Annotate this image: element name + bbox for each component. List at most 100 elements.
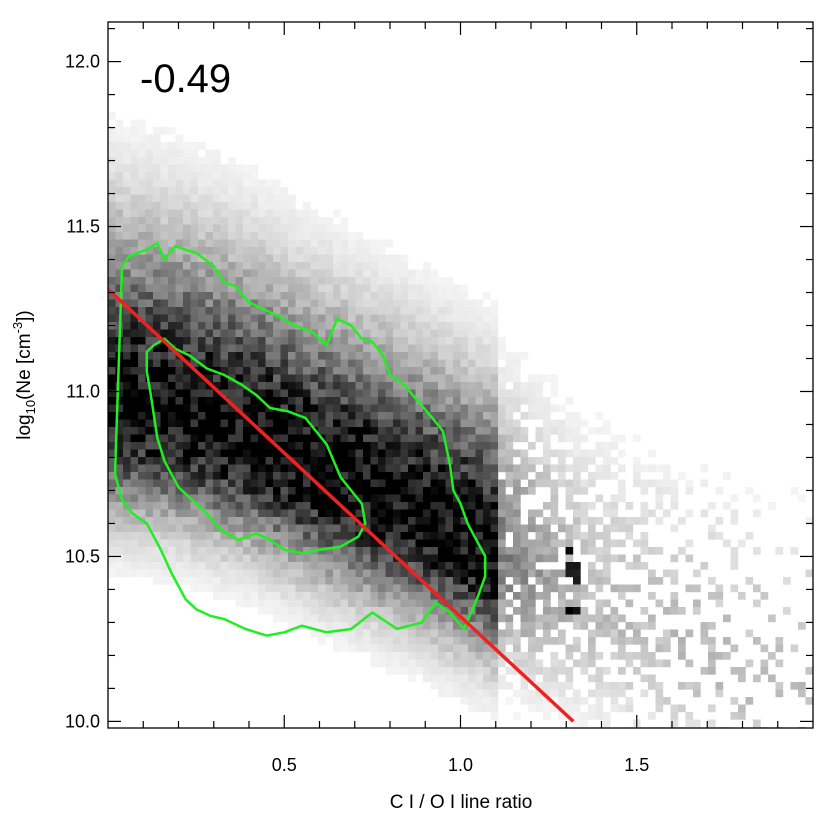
heatmap-cell bbox=[160, 412, 169, 420]
heatmap-cell bbox=[678, 637, 686, 645]
heatmap-cell bbox=[145, 209, 154, 218]
heatmap-cell bbox=[138, 307, 146, 315]
heatmap-cell bbox=[475, 562, 484, 570]
heatmap-cell bbox=[535, 697, 544, 705]
heatmap-cell bbox=[483, 442, 491, 450]
heatmap-cell bbox=[445, 569, 454, 578]
heatmap-cell bbox=[693, 584, 701, 593]
heatmap-cell bbox=[423, 329, 431, 338]
heatmap-cell bbox=[198, 187, 206, 195]
heatmap-cell bbox=[468, 577, 476, 585]
heatmap-cell bbox=[460, 599, 469, 608]
heatmap-cell bbox=[618, 434, 626, 443]
heatmap-cell bbox=[535, 659, 544, 668]
heatmap-cell bbox=[235, 569, 244, 578]
heatmap-cell bbox=[400, 299, 409, 308]
heatmap-cell bbox=[258, 202, 266, 210]
heatmap-cell bbox=[303, 232, 311, 240]
heatmap-cell bbox=[378, 314, 386, 323]
heatmap-cell bbox=[280, 412, 289, 420]
heatmap-cell bbox=[423, 419, 431, 428]
heatmap-cell bbox=[145, 427, 154, 435]
heatmap-cell bbox=[265, 487, 274, 495]
heatmap-cell bbox=[228, 442, 236, 450]
heatmap-cell bbox=[123, 457, 131, 465]
heatmap-cell bbox=[220, 164, 229, 173]
heatmap-cell bbox=[558, 434, 566, 443]
heatmap-cell bbox=[633, 457, 641, 465]
heatmap-cell bbox=[288, 509, 296, 518]
heatmap-cell bbox=[430, 517, 439, 525]
heatmap-cell bbox=[520, 397, 529, 405]
heatmap-cell bbox=[288, 254, 296, 263]
heatmap-cell bbox=[280, 524, 289, 533]
heatmap-cell bbox=[460, 457, 469, 465]
heatmap-cell bbox=[288, 614, 296, 623]
heatmap-cell bbox=[400, 599, 409, 608]
heatmap-cell bbox=[730, 547, 739, 555]
heatmap-cell bbox=[175, 337, 184, 345]
heatmap-cell bbox=[205, 449, 214, 458]
heatmap-cell bbox=[408, 562, 416, 570]
heatmap-cell bbox=[535, 554, 544, 563]
heatmap-cell bbox=[438, 277, 446, 285]
heatmap-cell bbox=[213, 532, 221, 540]
heatmap-cell bbox=[565, 599, 574, 608]
heatmap-cell bbox=[475, 674, 484, 683]
heatmap-cell bbox=[228, 569, 236, 578]
heatmap-cell bbox=[258, 592, 266, 600]
heatmap-cell bbox=[175, 502, 184, 510]
heatmap-cell bbox=[310, 352, 319, 360]
heatmap-cell bbox=[640, 689, 649, 698]
heatmap-cell bbox=[108, 149, 116, 158]
heatmap-cell bbox=[333, 344, 341, 353]
heatmap-cell bbox=[108, 179, 116, 188]
heatmap-cell bbox=[363, 247, 371, 255]
heatmap-cell bbox=[333, 284, 341, 293]
heatmap-cell bbox=[370, 292, 379, 300]
heatmap-cell bbox=[333, 577, 341, 585]
heatmap-cell bbox=[640, 547, 649, 555]
heatmap-cell bbox=[258, 232, 266, 240]
heatmap-cell bbox=[558, 479, 566, 488]
heatmap-cell bbox=[550, 659, 559, 668]
heatmap-cell bbox=[468, 419, 476, 428]
heatmap-cell bbox=[490, 524, 499, 533]
heatmap-cell bbox=[378, 239, 386, 248]
heatmap-cell bbox=[475, 434, 484, 443]
heatmap-cell bbox=[235, 239, 244, 248]
heatmap-cell bbox=[198, 352, 206, 360]
heatmap-cell bbox=[513, 554, 521, 563]
heatmap-cell bbox=[393, 637, 401, 645]
heatmap-cell bbox=[453, 637, 461, 645]
heatmap-cell bbox=[648, 674, 656, 683]
heatmap-cell bbox=[768, 502, 776, 510]
heatmap-cell bbox=[475, 689, 484, 698]
heatmap-cell bbox=[355, 524, 364, 533]
heatmap-cell bbox=[453, 592, 461, 600]
heatmap-cell bbox=[205, 502, 214, 510]
heatmap-cell bbox=[340, 517, 349, 525]
heatmap-cell bbox=[603, 449, 611, 458]
heatmap-cell bbox=[453, 584, 461, 593]
heatmap-cell bbox=[205, 284, 214, 293]
heatmap-cell bbox=[190, 254, 199, 263]
heatmap-cell bbox=[205, 262, 214, 270]
heatmap-cell bbox=[610, 457, 619, 465]
heatmap-cell bbox=[378, 419, 386, 428]
heatmap-cell bbox=[340, 427, 349, 435]
heatmap-cell bbox=[325, 607, 334, 615]
heatmap-cell bbox=[198, 329, 206, 338]
heatmap-cell bbox=[423, 262, 431, 270]
heatmap-cell bbox=[228, 232, 236, 240]
heatmap-cell bbox=[423, 652, 431, 660]
heatmap-cell bbox=[325, 329, 334, 338]
heatmap-cell bbox=[363, 404, 371, 413]
heatmap-cell bbox=[183, 149, 191, 158]
heatmap-cell bbox=[153, 562, 161, 570]
heatmap-cell bbox=[558, 472, 566, 480]
heatmap-cell bbox=[625, 682, 634, 690]
heatmap-cell bbox=[505, 622, 514, 630]
heatmap-cell bbox=[543, 479, 551, 488]
heatmap-cell bbox=[340, 599, 349, 608]
